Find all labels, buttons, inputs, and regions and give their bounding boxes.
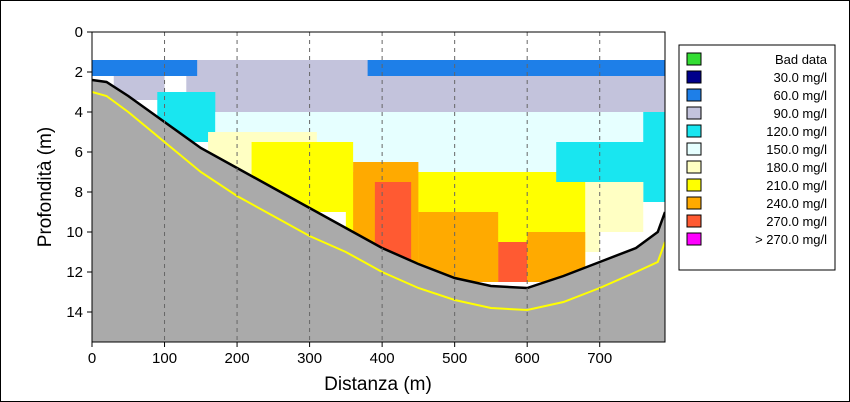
x-tick-label: 0: [88, 350, 96, 367]
legend-label: 180.0 mg/l: [766, 160, 827, 175]
heatmap-cell: [92, 60, 665, 76]
legend-label: 210.0 mg/l: [766, 178, 827, 193]
heatmap-cells: [92, 60, 665, 282]
y-tick-label: 0: [75, 24, 83, 41]
x-axis-title: Distanza (m): [324, 374, 432, 395]
legend-swatch: [686, 160, 702, 174]
legend-label: 90.0 mg/l: [774, 106, 828, 121]
x-tick-label: 700: [587, 350, 612, 367]
legend-label: Bad data: [775, 52, 828, 67]
heatmap-cell: [643, 112, 665, 202]
legend-swatch: [686, 106, 702, 120]
legend-swatch: [686, 232, 702, 246]
x-axis-ticks: 0 100 200 300 400 500 600 700: [88, 342, 612, 367]
y-axis-title: Profondità (m): [35, 127, 56, 247]
y-tick-label: 6: [75, 144, 83, 161]
y-tick-label: 14: [66, 304, 83, 321]
x-tick-label: 600: [515, 350, 540, 367]
heatmap-cell: [197, 60, 368, 76]
y-tick-label: 10: [66, 224, 83, 241]
legend-box: [678, 44, 836, 271]
legend-swatch: [686, 178, 702, 192]
heatmap-cell: [186, 76, 665, 112]
legend-swatch: [686, 142, 702, 156]
legend: Bad data 30.0 mg/l 60.0 mg/l 90.0 mg/l 120.0…: [686, 52, 828, 247]
x-tick-label: 400: [370, 350, 395, 367]
legend-label: 240.0 mg/l: [766, 196, 827, 211]
legend-label: 120.0 mg/l: [766, 124, 827, 139]
legend-swatch: [686, 196, 702, 210]
legend-swatch: [686, 52, 702, 66]
legend-swatch: [686, 88, 702, 102]
x-tick-label: 100: [152, 350, 177, 367]
legend-swatch: [686, 70, 702, 84]
legend-label: 270.0 mg/l: [766, 214, 827, 229]
x-tick-label: 300: [297, 350, 322, 367]
legend-label: 60.0 mg/l: [774, 88, 828, 103]
legend-label: > 270.0 mg/l: [755, 232, 827, 247]
x-tick-label: 200: [225, 350, 250, 367]
y-tick-label: 12: [66, 264, 83, 281]
y-tick-label: 4: [75, 104, 83, 121]
riverbed-area: [92, 80, 665, 342]
legend-label: 30.0 mg/l: [774, 70, 828, 85]
plot-border: [91, 31, 666, 343]
grid-lines: [164, 32, 601, 342]
y-tick-label: 2: [75, 64, 83, 81]
y-tick-label: 8: [75, 184, 83, 201]
heatmap-cell: [592, 182, 644, 232]
heatmap-cell: [498, 242, 528, 282]
legend-label: 150.0 mg/l: [766, 142, 827, 157]
y-axis-ticks: 0 2 4 6 8 10 12 14: [66, 24, 92, 321]
x-tick-label: 500: [442, 350, 467, 367]
legend-swatch: [686, 124, 702, 138]
legend-swatch: [686, 214, 702, 228]
